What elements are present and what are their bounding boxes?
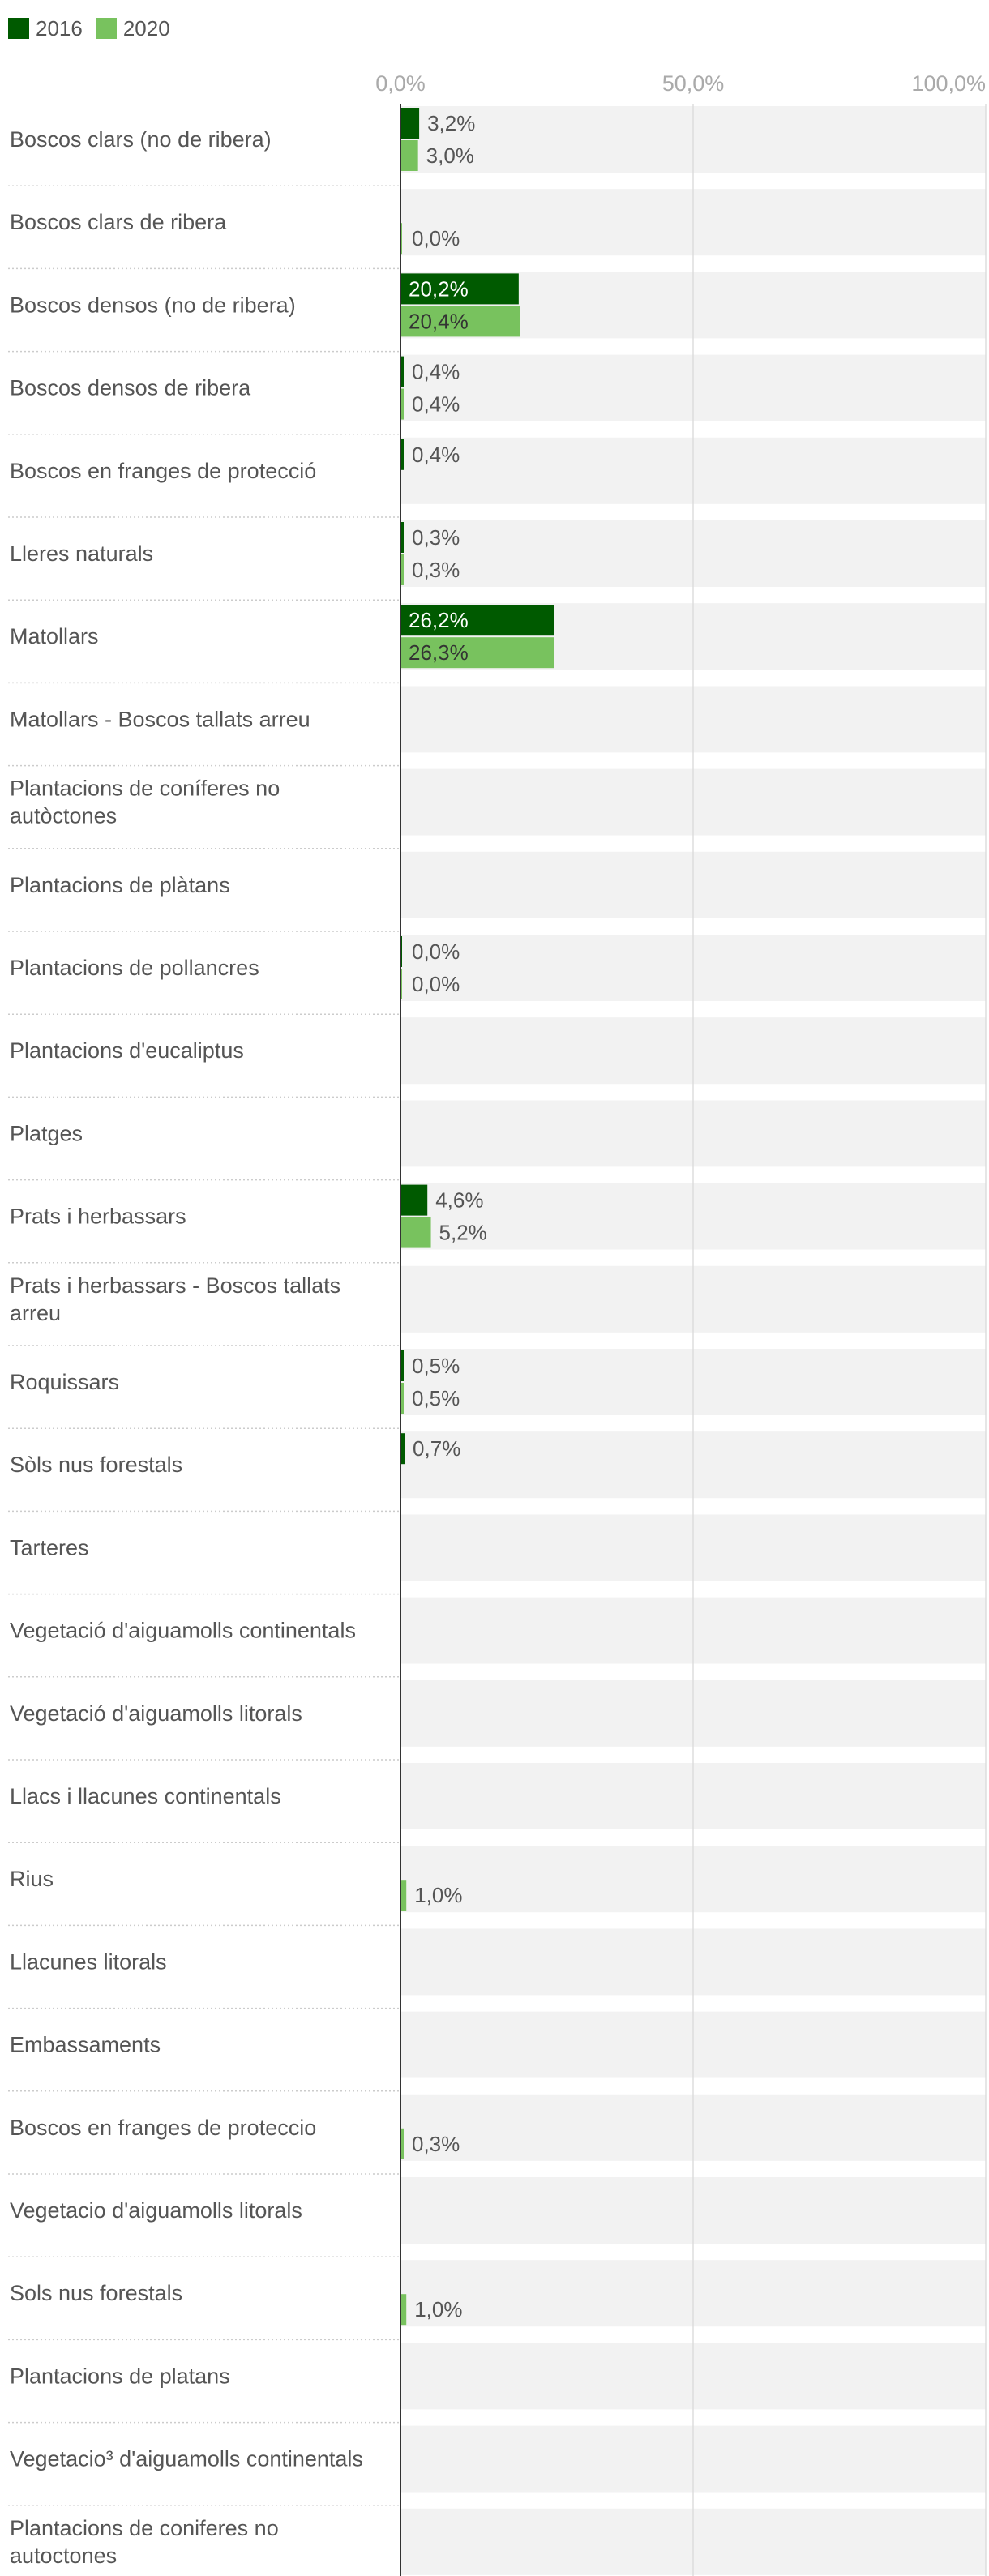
x-tick-label: 100,0%	[911, 71, 986, 96]
data-label-2016: 20,2%	[409, 276, 469, 301]
data-label-2016: 0,7%	[413, 1436, 460, 1461]
category-label: Vegetació d'aiguamolls litorals	[10, 1701, 302, 1726]
category-label: Plantacions de plàtans	[10, 873, 230, 897]
bar-2020	[400, 637, 554, 669]
bar-2020	[400, 1880, 407, 1911]
category-label: Plantacions de coníferes no autòctones	[10, 777, 280, 828]
data-label-2020: 0,4%	[412, 392, 460, 417]
category-label: Rius	[10, 1867, 54, 1891]
bar-2016	[400, 1184, 428, 1216]
data-label-2020: 5,2%	[439, 1221, 487, 1245]
bar-2016	[400, 439, 404, 470]
category-label: Lleres naturals	[10, 541, 153, 566]
category-label: Boscos densos (no de ribera)	[10, 293, 296, 317]
legend-label-2020: 2020	[122, 15, 170, 41]
category-label: Matollars	[10, 624, 99, 648]
legend-item-2020[interactable]: 2020	[95, 15, 170, 41]
category-label: Vegetació d'aiguamolls continentals	[10, 1619, 356, 1643]
bar-2016	[400, 108, 420, 139]
bar-2020	[400, 1383, 404, 1414]
data-label-2020: 20,4%	[409, 309, 469, 333]
category-label: Plantacions de coniferes no autoctones	[10, 2516, 279, 2568]
data-label-2020: 1,0%	[414, 2297, 462, 2321]
category-label: Prats i herbassars - Boscos tallats arreu	[10, 1273, 340, 1325]
data-label-2016: 0,4%	[412, 360, 460, 384]
bar-2016	[400, 273, 519, 305]
legend-swatch-2016	[8, 18, 29, 39]
bar-2016	[400, 1350, 404, 1381]
category-label: Embassaments	[10, 2033, 161, 2057]
bar-2020	[400, 140, 418, 171]
data-label-2020: 0,5%	[412, 1386, 460, 1410]
category-label: Sols nus forestals	[10, 2281, 182, 2305]
bar-2020	[400, 388, 404, 420]
category-label: Sòls nus forestals	[10, 1453, 182, 1477]
category-label: Plantacions de platans	[10, 2364, 230, 2388]
category-label: Boscos densos de ribera	[10, 376, 251, 400]
x-tick-label: 0,0%	[375, 71, 426, 96]
data-label-2016: 26,2%	[409, 608, 469, 632]
data-label-2020: 1,0%	[414, 1883, 462, 1907]
category-label: Vegetacio d'aiguamolls litorals	[10, 2198, 302, 2223]
data-label-2020: 0,3%	[412, 558, 460, 582]
data-label-2016: 0,5%	[412, 1354, 460, 1378]
data-label-2020: 0,0%	[412, 972, 460, 996]
category-label: Boscos en franges de proteccio	[10, 2116, 316, 2140]
category-label: Prats i herbassars	[10, 1205, 186, 1229]
data-label-2016: 0,0%	[412, 939, 460, 964]
data-label-2016: 3,2%	[427, 111, 475, 135]
data-label-2016: 0,4%	[412, 443, 460, 467]
category-label: Boscos clars (no de ribera)	[10, 127, 272, 152]
category-label: Platges	[10, 1121, 83, 1145]
bar-2016	[400, 356, 404, 387]
bar-2016	[400, 605, 554, 636]
category-label: Matollars - Boscos tallats arreu	[10, 707, 310, 731]
bar-2020	[400, 2294, 407, 2326]
bar-2020	[400, 1217, 431, 1248]
x-tick-label: 50,0%	[662, 71, 725, 96]
data-label-2020: 0,3%	[412, 2132, 460, 2156]
legend-item-2016[interactable]: 2016	[8, 16, 83, 41]
category-label: Roquissars	[10, 1370, 119, 1394]
legend-label-2016: 2016	[36, 15, 83, 41]
data-label-2016: 4,6%	[435, 1188, 483, 1213]
category-label: Tarteres	[10, 1535, 89, 1560]
bar-2016	[400, 522, 404, 553]
category-label: Plantacions de pollancres	[10, 956, 259, 980]
legend-swatch-2020	[95, 18, 117, 39]
data-label-2020: 26,3%	[409, 640, 469, 665]
data-label-2016: 0,3%	[412, 525, 460, 550]
category-label: Plantacions d'eucaliptus	[10, 1038, 244, 1063]
bar-2020	[400, 306, 520, 337]
category-label: Boscos clars de ribera	[10, 210, 227, 234]
category-label: Vegetacio³ d'aiguamolls continentals	[10, 2447, 363, 2471]
category-label: Llacunes litorals	[10, 1949, 167, 1974]
category-label: Boscos en franges de protecció	[10, 459, 316, 483]
data-label-2020: 3,0%	[426, 143, 474, 168]
bar-2016	[400, 1433, 405, 1465]
bar-2020	[400, 554, 404, 585]
data-label-2020: 0,0%	[412, 226, 460, 250]
legend: 2016 2020	[8, 15, 183, 42]
category-label: Llacs i llacunes continentals	[10, 1784, 281, 1808]
bar-2020	[400, 2128, 404, 2159]
